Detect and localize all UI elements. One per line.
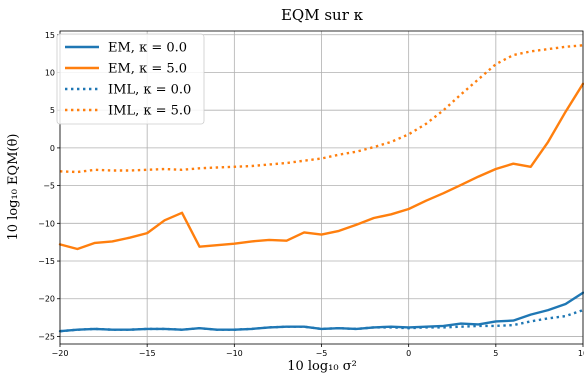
y-tick-label: 0 — [50, 144, 55, 153]
series-group — [58, 44, 584, 333]
x-tick-label: 0 — [406, 349, 411, 358]
x-tick-label: −15 — [139, 349, 156, 358]
y-tick-label: 10 — [45, 68, 55, 77]
y-tick-label: 5 — [50, 106, 55, 115]
y-tick-label: −25 — [38, 332, 55, 341]
chart-title: EQM sur κ — [281, 6, 364, 24]
grid — [59, 31, 584, 344]
x-tick-label: −5 — [316, 349, 328, 358]
legend-label-4: IML, κ = 5.0 — [108, 104, 191, 119]
x-tick-label: 5 — [493, 349, 498, 358]
series-line-2 — [58, 82, 584, 251]
y-tick-label: −10 — [38, 219, 55, 228]
legend-label-1: EM, κ = 0.0 — [108, 41, 187, 56]
x-tick-label: −10 — [226, 349, 243, 358]
x-tick-label: −20 — [52, 349, 69, 358]
legend: EM, κ = 0.0 EM, κ = 5.0 IML, κ = 0.0 IML, κ… — [56, 33, 205, 125]
x-axis-ticks: −20 −15 −10 −5 0 5 10 — [52, 344, 584, 358]
x-tick-label: 10 — [578, 349, 584, 358]
series-line-1 — [58, 291, 584, 333]
y-axis-label: 10 log₁₀ EQM(θ) — [6, 134, 21, 241]
legend-box — [56, 33, 205, 125]
y-tick-label: −20 — [38, 295, 55, 304]
y-tick-label: −5 — [43, 182, 55, 191]
legend-label-2: EM, κ = 5.0 — [108, 62, 187, 77]
x-axis-label: 10 log₁₀ σ² — [287, 359, 357, 374]
y-tick-label: −15 — [38, 257, 55, 266]
y-tick-label: 15 — [45, 31, 55, 40]
legend-label-3: IML, κ = 0.0 — [108, 83, 191, 98]
